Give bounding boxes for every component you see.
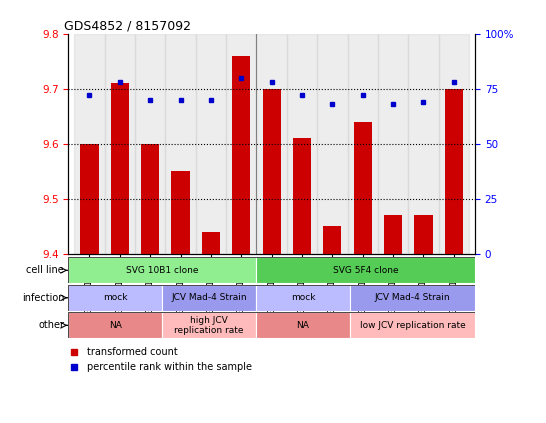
- Bar: [350, 312, 475, 338]
- Text: NA: NA: [109, 321, 122, 330]
- Text: percentile rank within the sample: percentile rank within the sample: [87, 363, 252, 372]
- Bar: [287, 34, 317, 254]
- Bar: [354, 122, 372, 254]
- Bar: [80, 144, 99, 254]
- Bar: [68, 312, 162, 338]
- Text: high JCV
replication rate: high JCV replication rate: [174, 316, 244, 335]
- Bar: [162, 312, 256, 338]
- Text: JCV Mad-4 Strain: JCV Mad-4 Strain: [171, 293, 247, 302]
- Text: infection: infection: [22, 293, 64, 303]
- Bar: [414, 215, 432, 254]
- Bar: [202, 232, 220, 254]
- Bar: [408, 34, 438, 254]
- Bar: [293, 138, 311, 254]
- Bar: [438, 34, 469, 254]
- Text: other: other: [38, 320, 64, 330]
- Text: low JCV replication rate: low JCV replication rate: [360, 321, 465, 330]
- Bar: [323, 226, 341, 254]
- Text: cell line: cell line: [26, 265, 64, 275]
- Bar: [384, 215, 402, 254]
- Bar: [232, 56, 251, 254]
- Text: mock: mock: [290, 293, 315, 302]
- Bar: [68, 285, 162, 311]
- Bar: [105, 34, 135, 254]
- Text: transformed count: transformed count: [87, 347, 177, 357]
- Bar: [226, 34, 257, 254]
- Text: mock: mock: [103, 293, 127, 302]
- Bar: [135, 34, 165, 254]
- Bar: [257, 34, 287, 254]
- Text: SVG 5F4 clone: SVG 5F4 clone: [333, 266, 399, 275]
- Bar: [74, 34, 105, 254]
- Bar: [317, 34, 347, 254]
- Bar: [263, 89, 281, 254]
- Bar: [256, 257, 475, 283]
- Bar: [350, 285, 475, 311]
- Bar: [196, 34, 226, 254]
- Bar: [162, 285, 256, 311]
- Bar: [444, 89, 463, 254]
- Bar: [165, 34, 196, 254]
- Bar: [111, 83, 129, 254]
- Text: GDS4852 / 8157092: GDS4852 / 8157092: [64, 20, 191, 33]
- Bar: [141, 144, 159, 254]
- Text: SVG 10B1 clone: SVG 10B1 clone: [126, 266, 198, 275]
- Bar: [256, 312, 350, 338]
- Bar: [68, 257, 256, 283]
- Bar: [256, 285, 350, 311]
- Bar: [171, 171, 189, 254]
- Text: JCV Mad-4 Strain: JCV Mad-4 Strain: [375, 293, 450, 302]
- Text: NA: NA: [296, 321, 310, 330]
- Bar: [378, 34, 408, 254]
- Bar: [347, 34, 378, 254]
